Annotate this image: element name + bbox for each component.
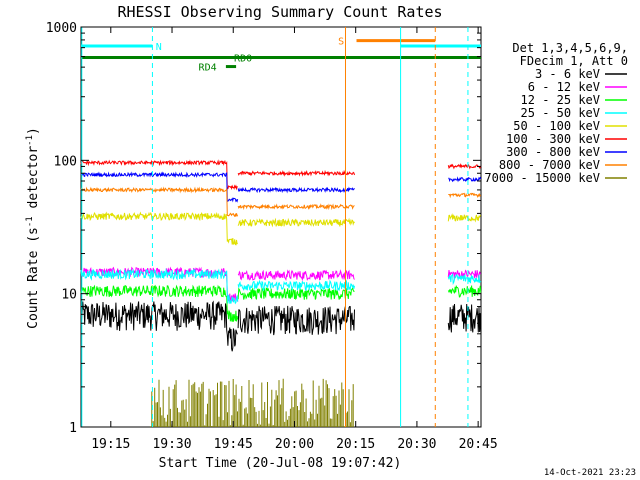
legend-label-7000-15000-keV: 7000 - 15000 keV <box>484 171 600 185</box>
x-tick-label: 19:15 <box>91 437 130 452</box>
x-tick-label: 19:45 <box>214 437 253 452</box>
x-axis-label: Start Time (20-Jul-08 19:07:42) <box>159 456 402 471</box>
x-tick-label: 20:00 <box>275 437 314 452</box>
series-6-12-keV-segment-2 <box>237 269 355 282</box>
series-100-300-keV-segment-2 <box>237 169 355 177</box>
series-50-100-keV-segment-3 <box>447 213 481 223</box>
series-12-25-keV-segment-1 <box>80 284 239 322</box>
legend-header-line-1: Det 1,3,4,5,6,9, <box>512 41 628 55</box>
series-800-7000-keV-segment-2 <box>237 203 355 211</box>
series-800-7000-keV-segment-3 <box>448 192 482 199</box>
legend-header-line-2: FDecim 1, Att 0 <box>520 54 628 68</box>
vlines-layer <box>81 27 469 427</box>
series-7000-15000-keV <box>149 378 354 427</box>
legend-label-50-100-keV: 50 - 100 keV <box>513 119 600 133</box>
chart-title: RHESSI Observing Summary Count Rates <box>117 3 442 21</box>
flag-label-n: N <box>156 42 162 53</box>
legend-label-25-50-keV: 25 - 50 keV <box>521 106 600 120</box>
legend-label-12-25-keV: 12 - 25 keV <box>521 93 600 107</box>
series-800-7000-keV-segment-1 <box>80 186 239 218</box>
x-axis: 19:15 19:30 19:45 20:00 20:15 20:30 20:45 <box>91 27 498 452</box>
y-tick-label: 100 <box>54 154 77 169</box>
series-25-50-keV-segment-1 <box>80 268 239 305</box>
series-300-800-keV-segment-2 <box>237 186 355 194</box>
flag-label-s: S <box>338 37 344 48</box>
legend-label-6-12-keV: 6 - 12 keV <box>528 80 600 94</box>
series-25-50-keV-segment-2 <box>237 279 355 292</box>
flag-label-rd0: RD0 <box>234 54 252 65</box>
y-axis: 1 10 100 1000 <box>46 21 481 436</box>
legend-label-800-7000-keV: 800 - 7000 keV <box>499 158 600 172</box>
y-tick-label: 1 <box>69 421 77 436</box>
y-axis-label: Count Rate (s-1 detector-1) <box>25 127 41 329</box>
legend-label-300-800-keV: 300 - 800 keV <box>506 145 600 159</box>
series-12-25-keV-segment-3 <box>447 284 482 298</box>
x-tick-label: 19:30 <box>152 437 191 452</box>
legend-label-3-6-keV: 3 - 6 keV <box>535 67 600 81</box>
y-tick-label: 1000 <box>46 21 77 36</box>
series-3-6-keV-segment-3 <box>447 303 482 333</box>
series-12-25-keV-segment-2 <box>237 287 355 301</box>
series-100-300-keV-segment-3 <box>447 162 482 170</box>
x-tick-label: 20:15 <box>336 437 375 452</box>
series-25-50-keV-segment-3 <box>447 272 482 286</box>
series-100-300-keV-segment-1 <box>80 159 238 191</box>
plot-frame <box>80 26 482 428</box>
series-300-800-keV-segment-1 <box>80 171 239 203</box>
series-300-800-keV-segment-3 <box>448 176 482 183</box>
series-6-12-keV-segment-1 <box>80 266 239 302</box>
legend: Det 1,3,4,5,6,9, FDecim 1, Att 0 3 - 6 k… <box>484 41 628 185</box>
x-tick-label: 20:30 <box>397 437 436 452</box>
flag-label-rd4: RD4 <box>199 63 217 74</box>
series-50-100-keV-segment-1 <box>80 211 239 246</box>
series-3-6-keV-segment-2 <box>237 305 355 336</box>
flags-layer: N S RD0 RD4 <box>81 37 481 74</box>
series-50-100-keV-segment-2 <box>237 217 355 228</box>
series-3-6-keV-segment-1 <box>80 300 238 352</box>
footer-date: 14-Oct-2021 23:23 <box>544 468 636 478</box>
x-tick-label: 20:45 <box>459 437 498 452</box>
legend-label-100-300-keV: 100 - 300 keV <box>506 132 600 146</box>
series-layer <box>80 159 482 427</box>
y-tick-label: 10 <box>61 288 77 303</box>
